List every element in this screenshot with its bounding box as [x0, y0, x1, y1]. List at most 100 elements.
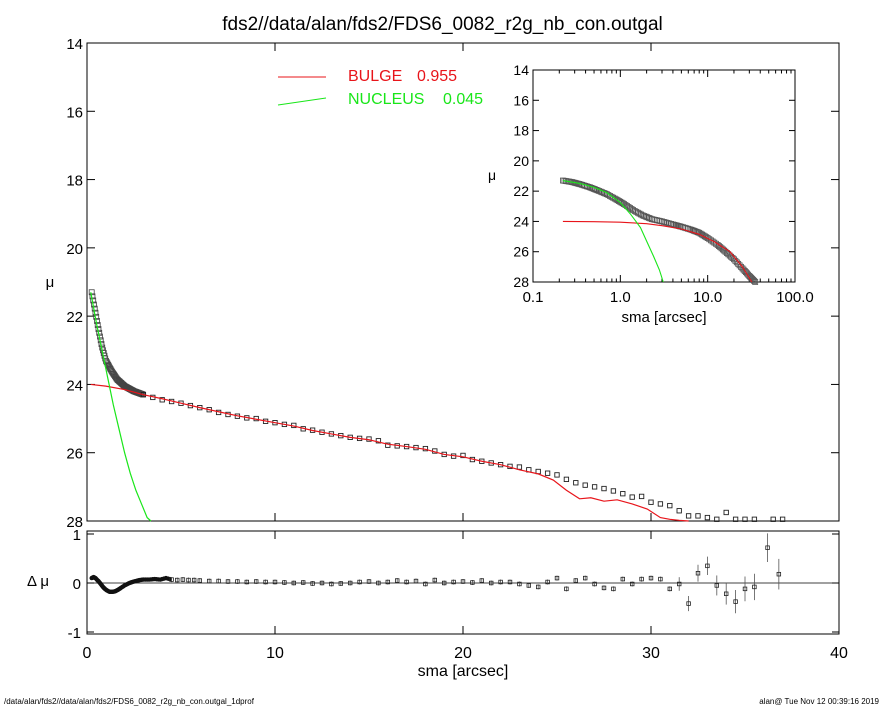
main-data-point — [667, 502, 673, 509]
residual-point — [752, 584, 757, 590]
main-data-point — [751, 516, 758, 522]
main-data-point — [591, 484, 598, 490]
residual-point — [376, 580, 381, 586]
inset-data-point — [627, 205, 633, 211]
legend: BULGE 0.955 NUCLEUS 0.045 — [277, 68, 483, 108]
residual-y-tick-label: 0 — [73, 576, 81, 593]
residual-point — [197, 578, 202, 583]
main-data-point — [375, 438, 382, 444]
residual-point — [253, 579, 259, 584]
footer-timestamp: alan@ Tue Nov 12 00:39:16 2019 — [759, 697, 879, 706]
residual-point — [658, 576, 663, 582]
residual-point — [601, 585, 607, 591]
main-data-point — [385, 442, 391, 448]
residual-point — [695, 571, 701, 576]
residual-point — [714, 583, 719, 588]
residual-point — [216, 578, 221, 584]
inset-y-tick-label: 20 — [513, 153, 529, 169]
residual-point — [338, 581, 343, 586]
inset-data-point — [660, 219, 667, 225]
main-data-point — [770, 516, 776, 522]
residual-point — [300, 580, 306, 585]
legend-bulge-value: 0.955 — [417, 68, 457, 85]
main-data-point — [723, 509, 729, 516]
main-axis-ticks: 14 16 18 20 22 24 26 28 — [66, 36, 840, 531]
residual-point — [225, 579, 231, 584]
main-data-point — [460, 452, 466, 459]
legend-nucleus-value: 0.045 — [443, 91, 483, 108]
main-y-tick-label: 24 — [66, 377, 83, 394]
residual-point — [206, 578, 212, 584]
residual-point — [347, 580, 353, 586]
inset-y-tick-label: 26 — [513, 244, 529, 260]
inset-data-point — [624, 203, 630, 209]
residual-point — [244, 579, 249, 585]
residual-point — [180, 577, 186, 582]
residual-point — [460, 579, 466, 584]
inset-nucleus-curve — [562, 180, 664, 283]
inset-data-point — [752, 279, 759, 285]
main-data-point — [714, 516, 720, 522]
main-data-point — [704, 514, 711, 521]
main-data-point — [544, 470, 551, 476]
residual-point — [169, 577, 174, 582]
main-data-point — [638, 493, 645, 500]
main-y-tick-label: 20 — [66, 241, 83, 258]
residual-point — [498, 579, 503, 585]
inset-y-tick-label: 16 — [513, 92, 529, 108]
residual-point — [630, 581, 635, 587]
residual-point — [282, 580, 287, 585]
residual-point — [470, 580, 475, 585]
main-data-point — [695, 513, 701, 519]
inset-data-point — [703, 234, 710, 241]
residual-point — [765, 545, 770, 550]
footer-file-path: /data/alan/fds2//data/alan/fds2/FDS6_008… — [4, 697, 254, 706]
residual-x-tick-label: 40 — [830, 645, 848, 662]
inset-x-tick-label: 1.0 — [610, 289, 631, 306]
residual-x-tick-label: 30 — [642, 645, 660, 662]
residual-point — [263, 579, 268, 585]
residual-point — [639, 576, 644, 582]
residual-y-label: Δ μ — [27, 573, 49, 590]
residual-point — [536, 584, 541, 590]
main-data-point — [779, 516, 786, 522]
main-data-points — [88, 289, 786, 522]
residual-point — [648, 575, 654, 581]
residual-point — [432, 577, 437, 583]
inset-y-tick-label: 28 — [513, 274, 529, 290]
main-y-tick-label: 18 — [66, 173, 83, 190]
residual-point — [357, 579, 362, 585]
residual-point — [488, 580, 494, 586]
main-data-point — [657, 501, 664, 507]
residual-point — [507, 579, 513, 585]
legend-bulge-label: BULGE — [348, 68, 402, 85]
residual-point — [620, 576, 625, 582]
inset-x-tick-label: 10.0 — [693, 289, 722, 306]
residual-point — [611, 586, 616, 592]
residual-point — [724, 591, 729, 596]
main-y-tick-label: 22 — [66, 309, 83, 326]
residual-y-tick-label: 1 — [73, 527, 81, 544]
residual-point — [517, 581, 522, 587]
chart-title: fds2//data/alan/fds2/FDS6_0082_r2g_nb_co… — [222, 14, 663, 35]
residual-x-tick-label: 0 — [83, 645, 92, 662]
residual-point — [776, 571, 782, 577]
inset-data-point — [659, 218, 665, 225]
inset-x-label: sma [arcsec] — [621, 309, 706, 326]
legend-nucleus-line — [277, 97, 327, 106]
main-data-point — [610, 488, 617, 494]
main-data-point — [620, 491, 626, 497]
inset-bulge-curve — [562, 220, 753, 283]
residual-point — [329, 581, 334, 587]
inset-y-tick-label: 18 — [513, 123, 529, 139]
residual-point — [479, 578, 484, 583]
residual-point — [677, 581, 682, 587]
residual-point — [186, 577, 191, 583]
inset-plot-frame — [532, 69, 796, 283]
inset-axis-ticks: 14 16 18 20 22 24 26 280.1 1.0 10.0 100.0 — [513, 62, 813, 306]
main-data-point — [648, 499, 654, 505]
main-data-point — [732, 516, 739, 522]
residual-point — [235, 579, 240, 584]
